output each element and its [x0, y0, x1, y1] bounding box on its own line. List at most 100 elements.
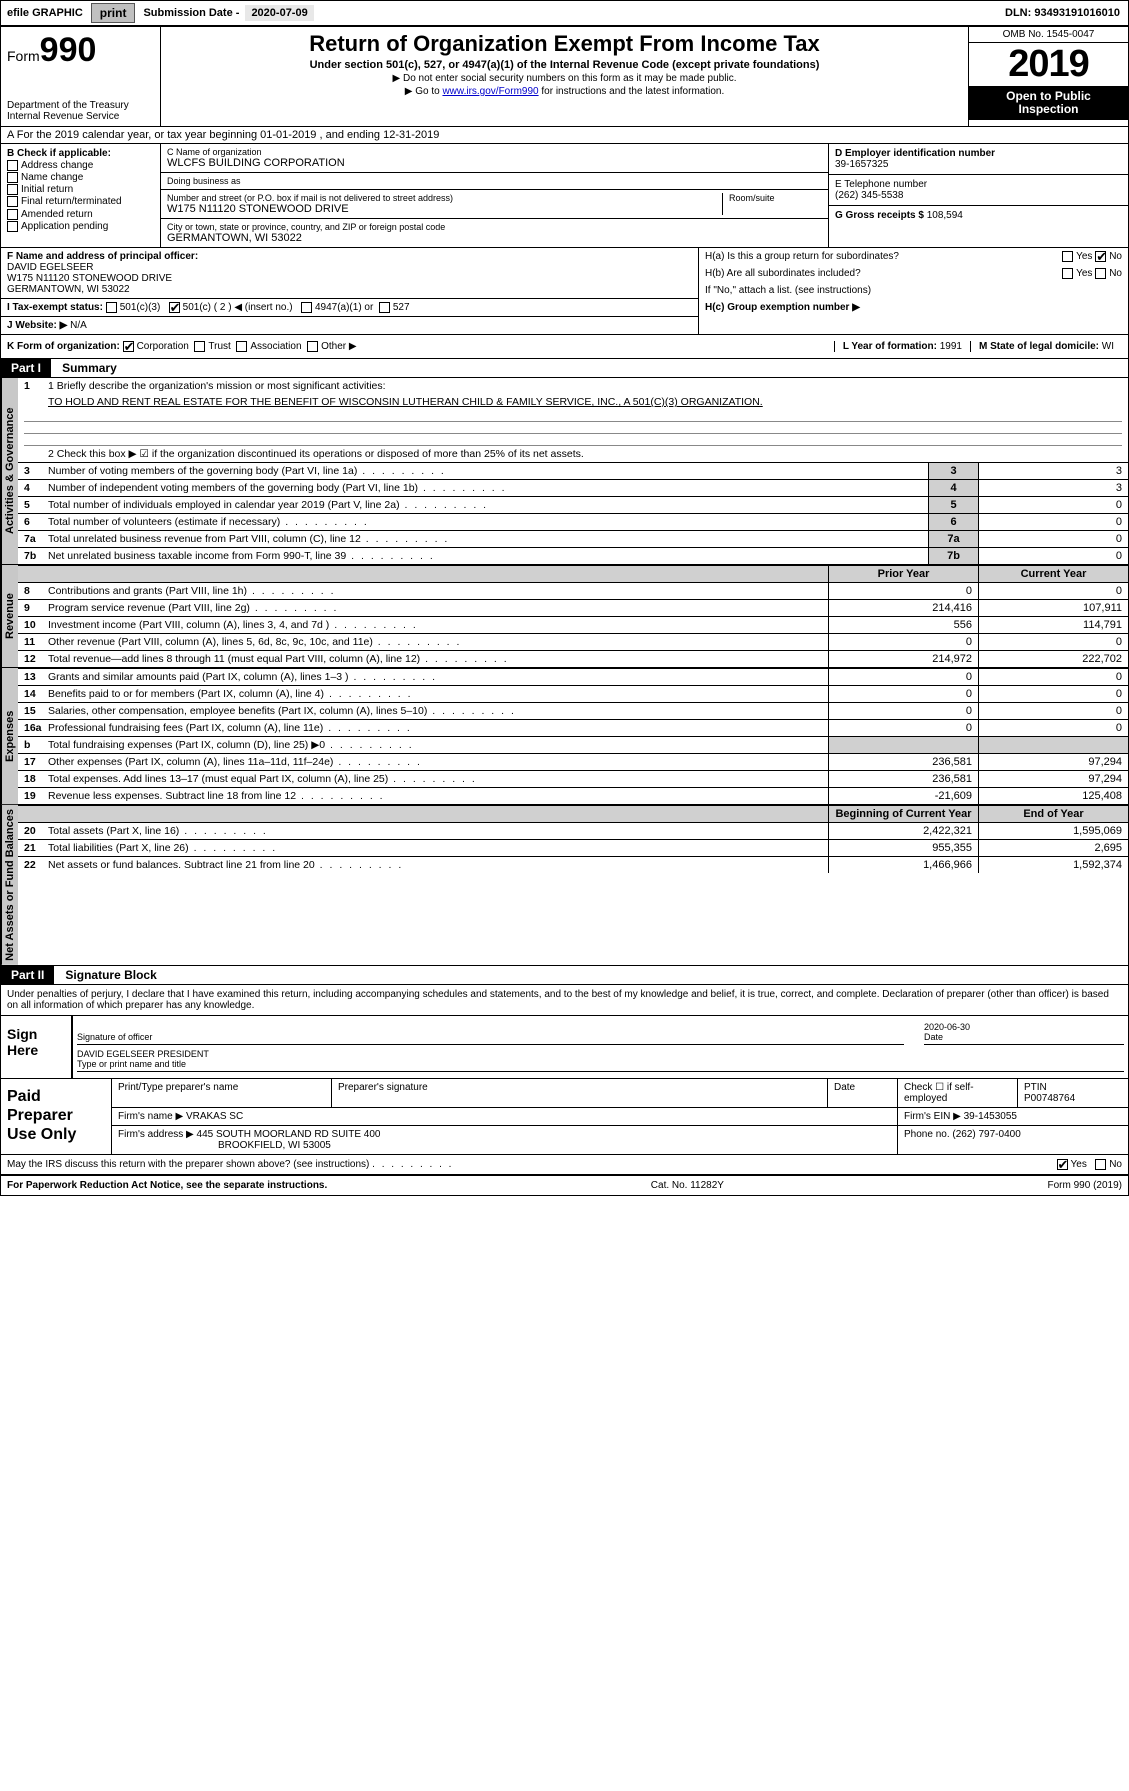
print-button[interactable]: print [91, 3, 136, 23]
prior: 2,422,321 [828, 823, 978, 839]
dba-label: Doing business as [167, 176, 822, 186]
cb-other[interactable] [307, 341, 318, 352]
sign-here-row: Sign Here Signature of officer 2020-06-3… [1, 1015, 1128, 1078]
section-deg: D Employer identification number 39-1657… [828, 144, 1128, 247]
l-box: L Year of formation: 1991 [834, 341, 970, 352]
cb-527[interactable] [379, 302, 390, 313]
cb-corp[interactable] [123, 341, 134, 352]
officer-sig-label: Signature of officer [77, 1032, 904, 1042]
officer-name-line: DAVID EGELSEER PRESIDENT Type or print n… [77, 1047, 1124, 1072]
officer-sig-line[interactable]: Signature of officer [77, 1020, 904, 1045]
opt-other: Other ▶ [321, 341, 356, 352]
summary-netassets: Net Assets or Fund Balances Beginning of… [1, 805, 1128, 966]
desc: 13Grants and similar amounts paid (Part … [18, 669, 828, 685]
part2-title: Signature Block [57, 966, 164, 984]
prior: 556 [828, 617, 978, 633]
prior [828, 737, 978, 753]
blank-line-1 [24, 410, 1122, 422]
exp-content: 13Grants and similar amounts paid (Part … [18, 668, 1128, 804]
cb-501c3[interactable] [106, 302, 117, 313]
section-c: C Name of organization WLCFS BUILDING CO… [161, 144, 828, 247]
line2: 2 Check this box ▶ ☑ if the organization… [18, 446, 1128, 462]
dba-cell: Doing business as [161, 173, 828, 190]
tel-label: E Telephone number [835, 179, 1122, 190]
ha-yes[interactable] [1062, 251, 1073, 262]
hb-note: If "No," attach a list. (see instruction… [699, 282, 1128, 299]
prep-row1: Print/Type preparer's name Preparer's si… [112, 1079, 1128, 1108]
ha-no[interactable] [1095, 251, 1106, 262]
cb-address-change[interactable]: Address change [7, 160, 154, 171]
cb-initial-return[interactable]: Initial return [7, 184, 154, 195]
part2-badge: Part II [1, 966, 54, 984]
current [978, 737, 1128, 753]
hb-label: H(b) Are all subordinates included? [705, 268, 861, 279]
desc: 11Other revenue (Part VIII, column (A), … [18, 634, 828, 650]
ha-row: H(a) Is this a group return for subordin… [699, 248, 1128, 265]
irs-link[interactable]: www.irs.gov/Form990 [442, 86, 538, 97]
cb-final-return[interactable]: Final return/terminated [7, 196, 154, 207]
section-fghij: F Name and address of principal officer:… [1, 248, 1128, 335]
footer-right: Form 990 (2019) [1048, 1180, 1122, 1191]
prior: 236,581 [828, 754, 978, 770]
sig-date: 2020-06-30 [924, 1022, 1124, 1032]
net-hdr-blank [18, 806, 828, 822]
cb-4947[interactable] [301, 302, 312, 313]
prep-row3: Firm's address ▶ 445 SOUTH MOORLAND RD S… [112, 1126, 1128, 1154]
colnum: 4 [928, 480, 978, 496]
cb-app-pending[interactable]: Application pending [7, 221, 154, 232]
cb-amended[interactable]: Amended return [7, 209, 154, 220]
tab-expenses: Expenses [1, 668, 18, 804]
prior-year-hdr: Prior Year [828, 566, 978, 582]
current: 97,294 [978, 771, 1128, 787]
gross-cell: G Gross receipts $ 108,594 [829, 206, 1128, 225]
desc: bTotal fundraising expenses (Part IX, co… [18, 737, 828, 753]
line-16a: 16aProfessional fundraising fees (Part I… [18, 719, 1128, 736]
section-i: I Tax-exempt status: 501(c)(3) 501(c) ( … [1, 299, 698, 317]
hb-row: H(b) Are all subordinates included? Yes … [699, 265, 1128, 282]
row-k: K Form of organization: Corporation Trus… [1, 335, 1128, 359]
discuss-no[interactable] [1095, 1159, 1106, 1170]
header-center: Return of Organization Exempt From Incom… [161, 27, 968, 126]
goto-note: ▶ Go to www.irs.gov/Form990 for instruct… [169, 86, 960, 97]
line-18: 18Total expenses. Add lines 13–17 (must … [18, 770, 1128, 787]
org-name-label: C Name of organization [167, 147, 822, 157]
addr-label: Number and street (or P.O. box if mail i… [167, 193, 722, 203]
val: 0 [978, 548, 1128, 564]
prior: 1,466,966 [828, 857, 978, 873]
firm-ein-label: Firm's EIN ▶ [904, 1111, 964, 1122]
discuss-row: May the IRS discuss this return with the… [1, 1154, 1128, 1174]
end-year-hdr: End of Year [978, 806, 1128, 822]
signature-block: Under penalties of perjury, I declare th… [1, 985, 1128, 1175]
hb-yes[interactable] [1062, 268, 1073, 279]
f-label: F Name and address of principal officer: [7, 251, 692, 262]
firm-addr-label: Firm's address ▶ [118, 1129, 197, 1140]
footer: For Paperwork Reduction Act Notice, see … [1, 1175, 1128, 1195]
submission-date: 2020-07-09 [245, 5, 313, 21]
addr-cell: Number and street (or P.O. box if mail i… [161, 190, 828, 219]
dln-label: DLN: [1005, 7, 1034, 19]
discuss-yes[interactable] [1057, 1159, 1068, 1170]
cb-name-change[interactable]: Name change [7, 172, 154, 183]
desc: 14Benefits paid to or for members (Part … [18, 686, 828, 702]
blank-line-2 [24, 422, 1122, 434]
rev-header: Prior Year Current Year [18, 565, 1128, 582]
cb-assoc[interactable] [236, 341, 247, 352]
section-b: B Check if applicable: Address change Na… [1, 144, 161, 247]
line-13: 13Grants and similar amounts paid (Part … [18, 668, 1128, 685]
form-word: Form [7, 48, 40, 64]
cb-trust[interactable] [194, 341, 205, 352]
tel-value: (262) 345-5538 [835, 190, 1122, 201]
self-employed: Check ☐ if self-employed [898, 1079, 1018, 1107]
gov-line-6: 6Total number of volunteers (estimate if… [18, 513, 1128, 530]
current: 0 [978, 669, 1128, 685]
part1-badge: Part I [1, 359, 51, 377]
opt-527: 527 [393, 302, 410, 313]
efile-label: efile GRAPHIC [1, 5, 89, 21]
val: 3 [978, 463, 1128, 479]
cb-501c[interactable] [169, 302, 180, 313]
hb-no[interactable] [1095, 268, 1106, 279]
phone-value: (262) 797-0400 [952, 1129, 1020, 1140]
prior: 214,416 [828, 600, 978, 616]
form-header: Form990 Department of the Treasury Inter… [1, 27, 1128, 127]
tel-cell: E Telephone number (262) 345-5538 [829, 175, 1128, 206]
